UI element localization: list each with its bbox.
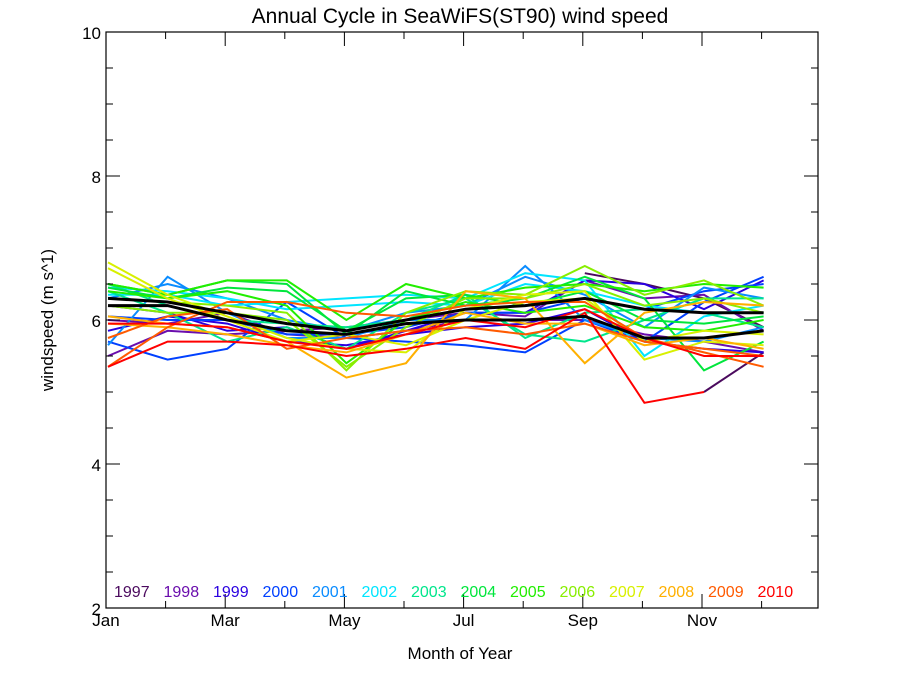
legend-item-2005: 2005 — [510, 584, 546, 601]
legend-item-1998: 1998 — [164, 584, 200, 601]
legend-item-2004: 2004 — [461, 584, 497, 601]
legend-item-2003: 2003 — [411, 584, 447, 601]
y-tick-label: 2 — [92, 600, 101, 619]
x-tick-label: Nov — [687, 611, 718, 630]
series-line-2010 — [108, 308, 764, 357]
chart-title: Annual Cycle in SeaWiFS(ST90) wind speed — [252, 5, 669, 28]
series-lines — [107, 261, 765, 404]
legend-item-2010: 2010 — [758, 584, 794, 601]
x-tick-label: Jul — [453, 611, 475, 630]
x-tick-label: May — [328, 611, 361, 630]
series-line-2005 — [107, 279, 764, 322]
legend-item-1999: 1999 — [213, 584, 249, 601]
legend-item-2000: 2000 — [263, 584, 299, 601]
y-tick-label: 8 — [92, 168, 101, 187]
y-tick-label: 4 — [92, 456, 101, 475]
series-line-1997 — [703, 351, 765, 393]
legend-item-2009: 2009 — [708, 584, 744, 601]
x-tick-label: Sep — [568, 611, 598, 630]
series-line-mean — [107, 296, 764, 333]
y-axis-label: windspeed (m s^1) — [38, 249, 57, 392]
series-line-2002 — [107, 282, 764, 314]
series-line-2007 — [107, 261, 764, 361]
legend-item-2006: 2006 — [560, 584, 596, 601]
y-tick-label: 6 — [92, 312, 101, 331]
legend: 1997 1998 1999 2000 2001 2002 2003 2004 2005 2006… — [114, 584, 793, 601]
x-axis-label: Month of Year — [408, 644, 513, 663]
series-line-2008 — [107, 311, 764, 354]
series-line-2010 — [107, 311, 705, 404]
series-line-mean — [108, 304, 764, 340]
series-line-2006 — [107, 264, 764, 372]
series-line-2004 — [107, 286, 764, 332]
x-tick-label: Jan — [92, 611, 119, 630]
legend-item-2002: 2002 — [362, 584, 398, 601]
y-tick-label: 10 — [82, 24, 101, 43]
legend-item-2008: 2008 — [659, 584, 695, 601]
x-tick-label: Mar — [211, 611, 241, 630]
legend-item-2001: 2001 — [312, 584, 348, 601]
axes: 2 4 6 8 10 Jan Mar May Jul Sep Nov — [82, 24, 819, 630]
series-line-2003 — [107, 290, 764, 350]
legend-item-1997: 1997 — [114, 584, 150, 601]
legend-item-2007: 2007 — [609, 584, 645, 601]
